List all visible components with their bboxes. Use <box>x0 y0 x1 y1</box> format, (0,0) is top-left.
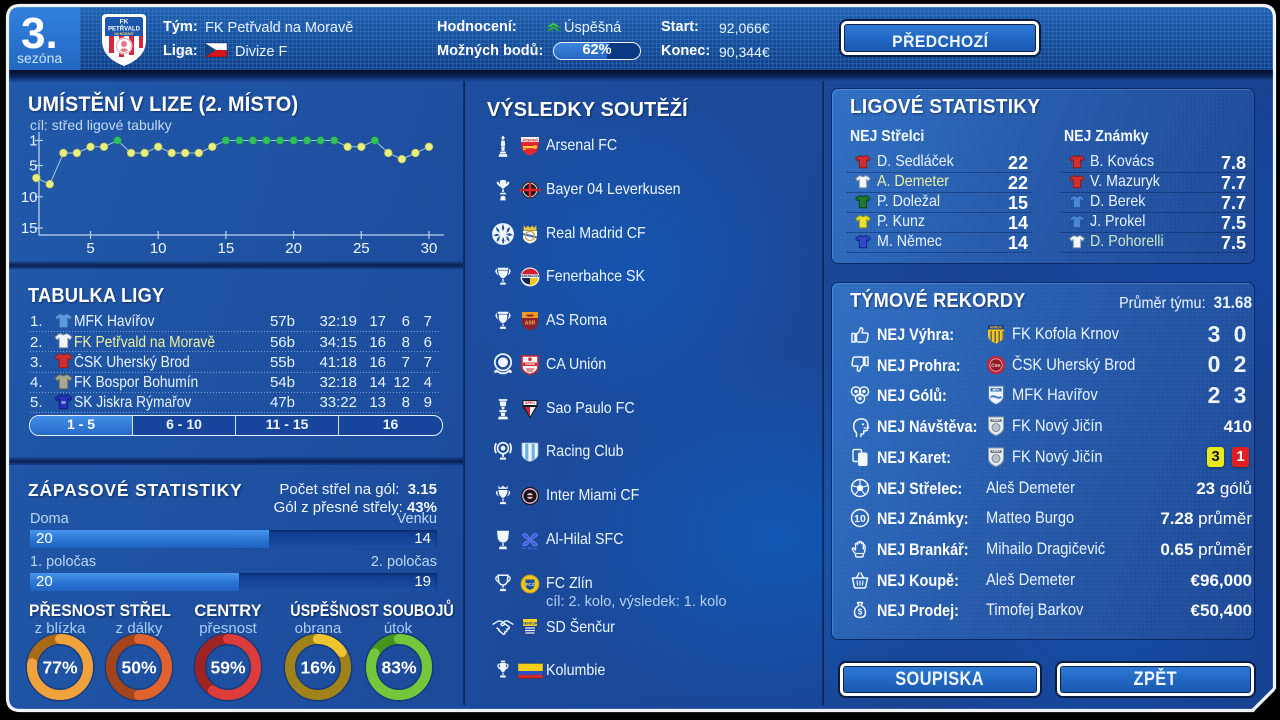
svg-text:15: 15 <box>218 240 235 254</box>
svg-text:AL HILAL: AL HILAL <box>522 546 537 550</box>
svg-text:NA MORAVĚ: NA MORAVĚ <box>114 31 133 36</box>
svg-text:25: 25 <box>353 240 370 254</box>
svg-text:SPFC: SPFC <box>525 401 535 405</box>
svg-text:FKNJ: FKNJ <box>992 418 1000 422</box>
svg-text:$: $ <box>858 608 863 617</box>
svg-text:FK: FK <box>120 19 129 26</box>
svg-text:KRNOV: KRNOV <box>990 326 1003 330</box>
svg-text:ASR: ASR <box>525 321 536 327</box>
svg-text:50%: 50% <box>121 658 156 678</box>
svg-text:20: 20 <box>285 240 302 254</box>
svg-text:10: 10 <box>150 240 167 254</box>
svg-text:Arsenal: Arsenal <box>522 137 537 142</box>
svg-text:MFK: MFK <box>992 388 1000 392</box>
svg-text:UNIÓN: UNIÓN <box>525 361 535 366</box>
svg-text:FENERBAHÇE: FENERBAHÇE <box>520 274 540 278</box>
svg-text:FCZ: FCZ <box>526 581 535 586</box>
svg-text:30: 30 <box>421 240 438 254</box>
svg-text:59%: 59% <box>210 658 245 678</box>
svg-text:15: 15 <box>21 220 38 237</box>
svg-text:ČSK: ČSK <box>991 362 1001 368</box>
svg-text:FKNJ: FKNJ <box>992 449 1000 453</box>
svg-text:16%: 16% <box>300 658 335 678</box>
svg-text:83%: 83% <box>381 658 416 678</box>
svg-text:10: 10 <box>854 513 866 525</box>
svg-text:77%: 77% <box>42 658 77 678</box>
svg-text:SENČUR: SENČUR <box>522 620 538 625</box>
svg-text:10: 10 <box>21 189 38 206</box>
svg-text:5: 5 <box>29 158 37 175</box>
svg-text:1: 1 <box>29 133 37 150</box>
svg-text:5: 5 <box>86 240 94 254</box>
